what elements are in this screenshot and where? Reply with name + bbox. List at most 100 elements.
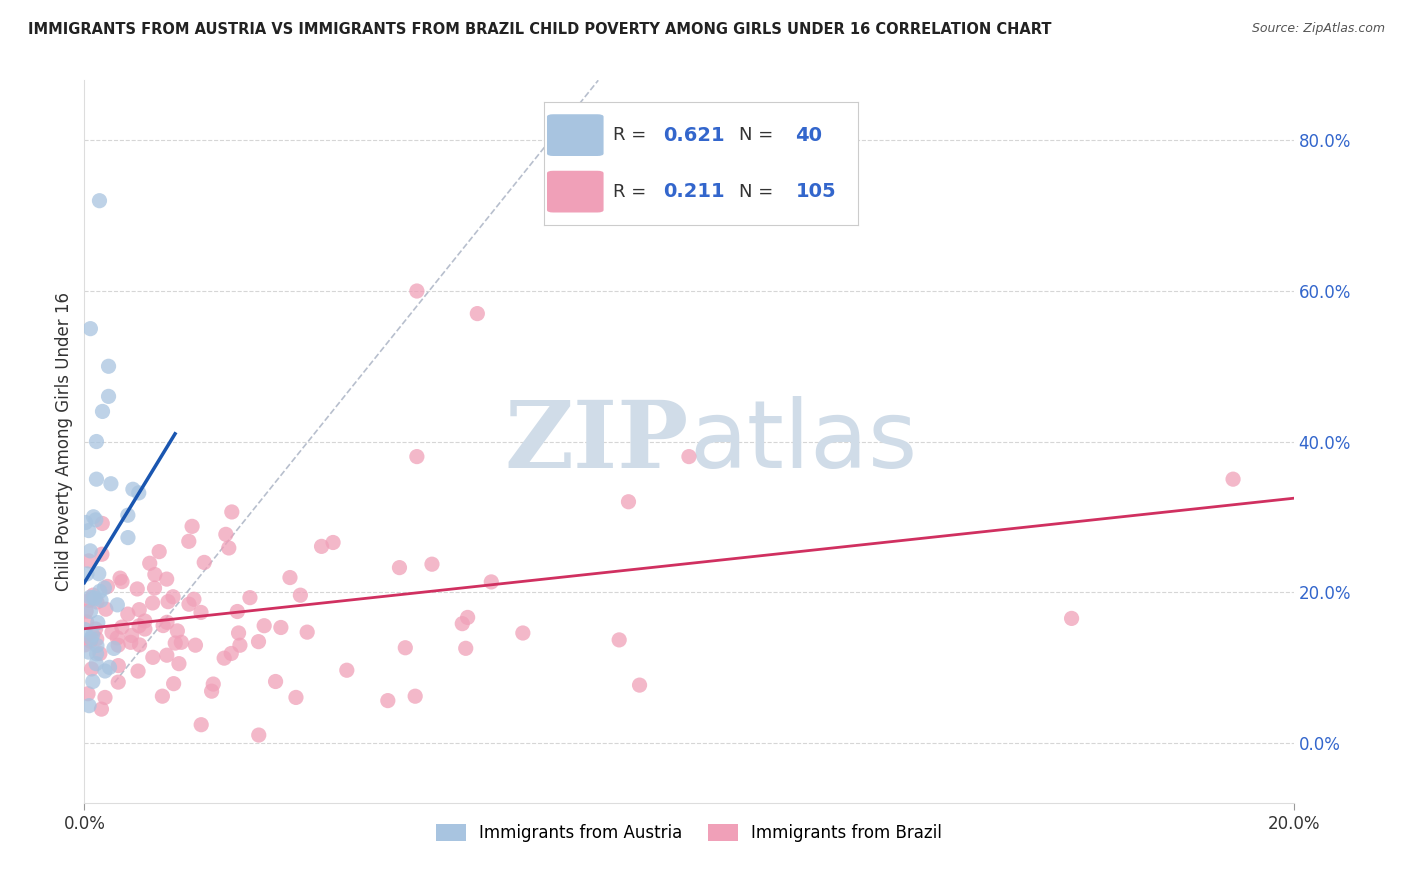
Point xyxy=(162,590,184,604)
Point xyxy=(143,567,166,582)
Point xyxy=(91,516,114,531)
Point xyxy=(86,434,108,449)
Point xyxy=(177,597,200,611)
Point xyxy=(87,566,110,581)
Point xyxy=(87,615,110,630)
Point xyxy=(75,604,97,618)
Point xyxy=(73,638,96,652)
Point xyxy=(134,622,156,636)
Point xyxy=(80,662,103,676)
Point xyxy=(183,592,205,607)
Point xyxy=(247,634,270,648)
Point xyxy=(290,588,312,602)
Point xyxy=(215,527,238,541)
Point xyxy=(142,596,165,610)
Point xyxy=(202,677,225,691)
Point xyxy=(127,582,149,596)
Point xyxy=(103,641,125,656)
Point xyxy=(166,624,188,638)
Point xyxy=(76,566,98,581)
Point xyxy=(86,647,108,661)
Point xyxy=(77,524,100,538)
Point xyxy=(1222,472,1244,486)
Point xyxy=(77,593,100,607)
Point xyxy=(82,588,104,602)
Point xyxy=(628,678,651,692)
Point xyxy=(89,194,111,208)
Point xyxy=(111,574,134,589)
Point xyxy=(77,698,100,713)
Point xyxy=(184,638,207,652)
Point xyxy=(406,284,429,298)
Point xyxy=(122,483,145,497)
Point xyxy=(190,717,212,731)
Point xyxy=(127,664,149,678)
Point xyxy=(105,631,128,645)
Point xyxy=(607,632,630,647)
Point xyxy=(1060,611,1083,625)
Point xyxy=(90,593,112,607)
Point xyxy=(90,547,112,561)
Point xyxy=(120,635,142,649)
Point xyxy=(82,509,104,524)
Point xyxy=(84,657,107,671)
Point xyxy=(212,651,235,665)
Text: atlas: atlas xyxy=(689,395,917,488)
Point xyxy=(82,628,104,642)
Point xyxy=(89,584,111,599)
Point xyxy=(150,689,173,703)
Point xyxy=(128,638,150,652)
Point xyxy=(253,618,276,632)
Point xyxy=(108,571,131,585)
Point xyxy=(93,581,115,595)
Point xyxy=(75,516,97,530)
Point xyxy=(388,560,411,574)
Point xyxy=(479,574,502,589)
Point xyxy=(96,579,118,593)
Point xyxy=(82,674,104,689)
Point xyxy=(311,540,333,554)
Point xyxy=(295,625,318,640)
Point xyxy=(90,702,112,716)
Point xyxy=(79,634,101,648)
Point xyxy=(84,622,107,636)
Point xyxy=(148,544,170,558)
Point xyxy=(278,570,301,584)
Point xyxy=(77,645,100,659)
Point xyxy=(190,606,212,620)
Point xyxy=(86,632,108,646)
Point xyxy=(117,607,139,621)
Point xyxy=(336,663,359,677)
Point xyxy=(79,321,101,335)
Point xyxy=(79,605,101,619)
Point xyxy=(86,595,108,609)
Point xyxy=(82,591,104,605)
Y-axis label: Child Poverty Among Girls Under 16: Child Poverty Among Girls Under 16 xyxy=(55,292,73,591)
Point xyxy=(152,618,174,632)
Point xyxy=(79,591,101,605)
Point xyxy=(100,476,122,491)
Point xyxy=(128,602,150,616)
Point xyxy=(138,556,160,570)
Text: IMMIGRANTS FROM AUSTRIA VS IMMIGRANTS FROM BRAZIL CHILD POVERTY AMONG GIRLS UNDE: IMMIGRANTS FROM AUSTRIA VS IMMIGRANTS FR… xyxy=(28,22,1052,37)
Point xyxy=(226,605,249,619)
Point xyxy=(218,541,240,555)
Point xyxy=(454,641,477,656)
Point xyxy=(170,635,193,649)
Point xyxy=(128,619,150,633)
Point xyxy=(98,660,121,674)
Point xyxy=(76,615,98,629)
Point xyxy=(181,519,204,533)
Point xyxy=(128,486,150,500)
Point xyxy=(193,556,215,570)
Point xyxy=(394,640,416,655)
Point xyxy=(228,626,250,640)
Point xyxy=(89,647,111,661)
Point xyxy=(167,657,190,671)
Point xyxy=(134,614,156,628)
Point xyxy=(219,647,242,661)
Point xyxy=(162,676,184,690)
Point xyxy=(86,639,108,653)
Point xyxy=(107,638,129,652)
Point xyxy=(94,602,117,616)
